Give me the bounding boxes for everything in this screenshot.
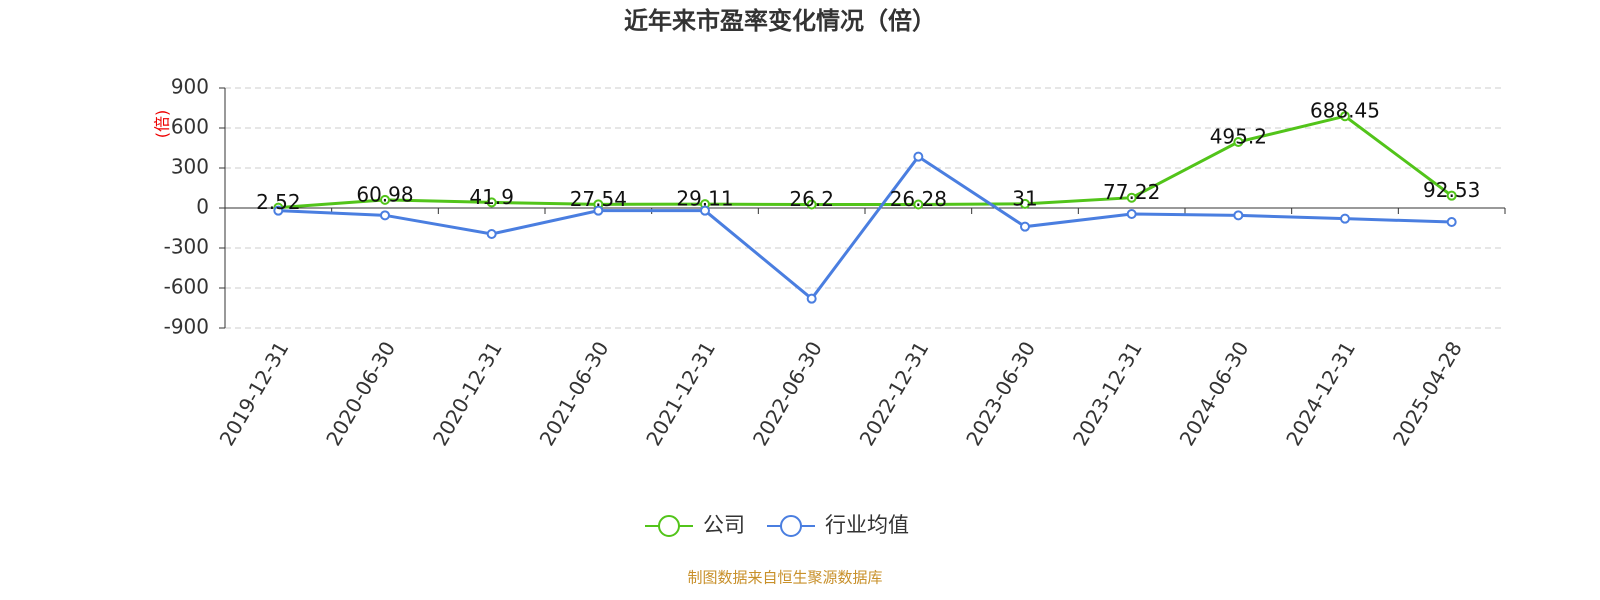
y-tick-label: 0	[196, 195, 209, 219]
point	[486, 229, 497, 239]
point	[806, 199, 817, 210]
point	[913, 151, 924, 162]
y-tick-label: -900	[164, 315, 209, 339]
data-label: 29.11	[676, 187, 733, 211]
point	[1340, 111, 1350, 122]
point	[1446, 190, 1457, 201]
point	[1233, 136, 1244, 147]
point	[1020, 198, 1030, 209]
data-label: 26.2	[789, 187, 834, 211]
x-tick-label: 2023-12-31	[1068, 337, 1147, 450]
chart-title: 近年来市盈率变化情况（倍）	[624, 7, 936, 35]
point	[1020, 221, 1030, 232]
point	[806, 293, 817, 304]
point	[273, 205, 284, 216]
point	[380, 210, 390, 221]
point	[1126, 192, 1137, 203]
y-tick-label: 300	[171, 155, 209, 179]
data-label: 27.54	[570, 187, 627, 211]
x-tick-label: 2024-12-31	[1281, 337, 1360, 450]
data-label: 60.98	[356, 182, 413, 206]
data-label: 31	[1012, 186, 1037, 210]
data-label: 688.45	[1310, 99, 1380, 123]
x-tick-label: 2019-12-31	[215, 337, 294, 450]
x-tick-label: 2022-06-30	[748, 337, 827, 450]
series-line	[278, 114, 1453, 210]
legend-marker	[780, 515, 802, 537]
x-tick-label: 2020-12-31	[428, 337, 507, 450]
point	[380, 194, 390, 205]
y-tick-label: -600	[164, 275, 209, 299]
y-axis-label: (倍)	[153, 110, 172, 139]
x-tick-label: 2021-12-31	[641, 337, 720, 450]
point	[700, 205, 710, 216]
y-tick-label: 900	[171, 75, 209, 99]
x-tick-label: 2022-12-31	[855, 337, 934, 450]
legend-marker	[658, 515, 680, 537]
data-label: 2.52	[256, 190, 301, 214]
y-tick-label: 600	[171, 115, 209, 139]
legend-label: 公司	[703, 513, 745, 537]
x-tick-label: 2020-06-30	[321, 337, 400, 450]
point	[593, 205, 604, 216]
data-label: 77.22	[1103, 180, 1160, 204]
data-label: 26.28	[890, 187, 947, 211]
data-label: 92.53	[1423, 178, 1480, 202]
x-tick-label: 2023-06-30	[961, 337, 1040, 450]
point	[1446, 217, 1457, 227]
y-tick-label: -300	[164, 235, 209, 259]
point	[913, 199, 924, 210]
x-tick-label: 2021-06-30	[535, 337, 614, 450]
x-tick-label: 2025-04-28	[1388, 337, 1467, 450]
source-note: 制图数据来自恒生聚源数据库	[687, 569, 882, 587]
point	[486, 197, 497, 208]
x-tick-label: 2024-06-30	[1175, 337, 1254, 450]
point	[1233, 210, 1244, 221]
legend-label: 行业均值	[825, 513, 909, 537]
point	[1340, 213, 1350, 224]
series-line	[278, 154, 1452, 301]
point	[1126, 209, 1137, 219]
data-label: 41.9	[469, 185, 514, 209]
data-label: 495.2	[1210, 124, 1267, 148]
